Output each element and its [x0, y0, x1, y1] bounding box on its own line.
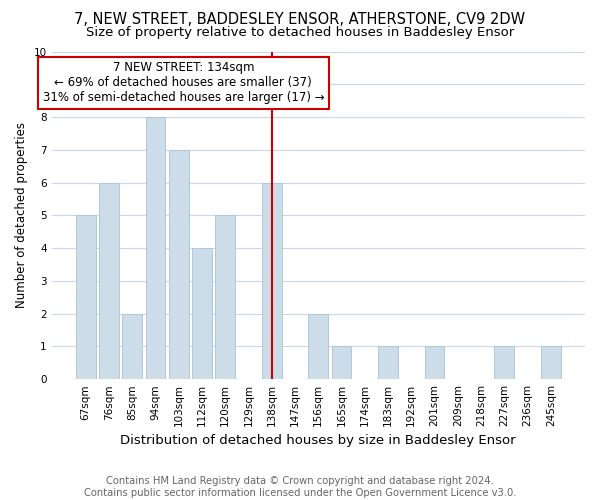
- Text: 7, NEW STREET, BADDESLEY ENSOR, ATHERSTONE, CV9 2DW: 7, NEW STREET, BADDESLEY ENSOR, ATHERSTO…: [74, 12, 526, 28]
- Bar: [494, 346, 514, 379]
- Bar: [425, 346, 445, 379]
- Bar: [378, 346, 398, 379]
- X-axis label: Distribution of detached houses by size in Baddesley Ensor: Distribution of detached houses by size …: [121, 434, 516, 448]
- Bar: [122, 314, 142, 379]
- Bar: [262, 182, 281, 379]
- Bar: [332, 346, 352, 379]
- Y-axis label: Number of detached properties: Number of detached properties: [15, 122, 28, 308]
- Bar: [215, 216, 235, 379]
- Text: Contains HM Land Registry data © Crown copyright and database right 2024.
Contai: Contains HM Land Registry data © Crown c…: [84, 476, 516, 498]
- Bar: [308, 314, 328, 379]
- Bar: [192, 248, 212, 379]
- Bar: [76, 216, 95, 379]
- Bar: [541, 346, 561, 379]
- Bar: [99, 182, 119, 379]
- Bar: [146, 117, 166, 379]
- Text: 7 NEW STREET: 134sqm
← 69% of detached houses are smaller (37)
31% of semi-detac: 7 NEW STREET: 134sqm ← 69% of detached h…: [43, 62, 324, 104]
- Bar: [169, 150, 188, 379]
- Text: Size of property relative to detached houses in Baddesley Ensor: Size of property relative to detached ho…: [86, 26, 514, 39]
